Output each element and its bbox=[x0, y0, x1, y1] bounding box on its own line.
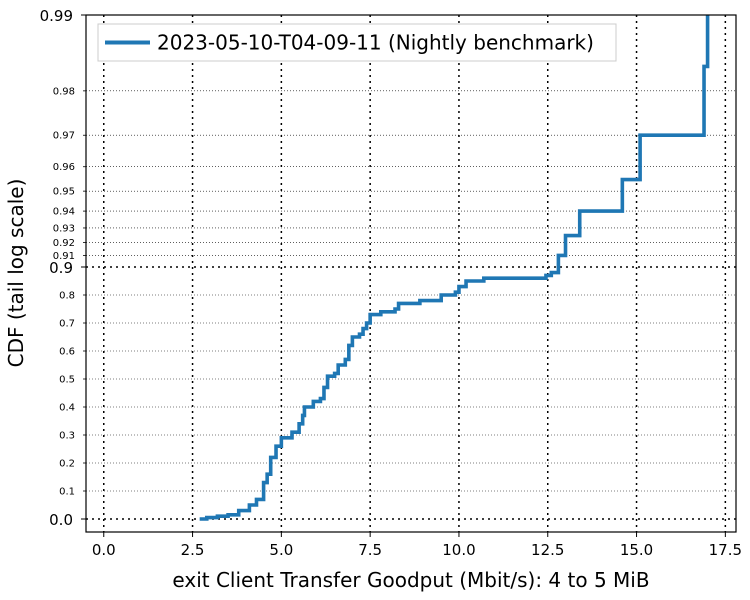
legend: 2023-05-10-T04-09-11 (Nightly benchmark) bbox=[97, 23, 617, 62]
y-minor-tick-label: 0.95 bbox=[53, 187, 75, 198]
x-axis-title: exit Client Transfer Goodput (Mbit/s): 4… bbox=[172, 568, 649, 592]
x-axis: 0.0 2.5 5.0 7.5 10.0 12.5 15.0 17.5 bbox=[92, 532, 742, 559]
y-minor-tick-label: 0.2 bbox=[59, 459, 75, 470]
grid bbox=[86, 15, 736, 532]
y-minor-tick-label: 0.8 bbox=[59, 291, 75, 302]
y-axis: 0.1 0.2 0.3 0.4 0.5 0.6 0.7 0.8 0.91 0.92 0.93 0.94… bbox=[40, 7, 86, 529]
x-tick-label: 5.0 bbox=[269, 541, 293, 559]
y-minor-tick-label: 0.94 bbox=[53, 207, 75, 218]
plot-background bbox=[86, 15, 736, 532]
plot-frame bbox=[85, 14, 737, 533]
series-line-0 bbox=[199, 15, 710, 521]
y-minor-tick-label: 0.6 bbox=[59, 347, 75, 358]
y-minor-tick-label: 0.92 bbox=[53, 238, 75, 249]
y-minor-tick-label: 0.1 bbox=[59, 487, 75, 498]
x-tick-label: 17.5 bbox=[709, 541, 742, 559]
y-minor-tick-label: 0.7 bbox=[59, 319, 75, 330]
y-major-tick-label: 0.0 bbox=[49, 511, 73, 529]
legend-label: 2023-05-10-T04-09-11 (Nightly benchmark) bbox=[157, 31, 594, 55]
x-tick-label: 0.0 bbox=[92, 541, 116, 559]
x-tick-label: 2.5 bbox=[181, 541, 205, 559]
y-minor-tick-label: 0.93 bbox=[53, 223, 75, 234]
x-tick-label: 15.0 bbox=[620, 541, 653, 559]
x-tick-label: 10.0 bbox=[442, 541, 475, 559]
x-tick-label: 7.5 bbox=[358, 541, 382, 559]
y-minor-tick-label: 0.97 bbox=[53, 131, 75, 142]
y-minor-tick-label: 0.98 bbox=[53, 86, 75, 97]
legend-box bbox=[97, 23, 617, 62]
y-minor-tick-label: 0.3 bbox=[59, 431, 75, 442]
y-minor-tick-label: 0.91 bbox=[53, 251, 75, 262]
y-major-tick-label: 0.99 bbox=[40, 7, 73, 25]
y-minor-tick-label: 0.96 bbox=[53, 162, 75, 173]
y-minor-tick-label: 0.4 bbox=[59, 403, 75, 414]
y-major-tick-label: 0.9 bbox=[49, 259, 73, 277]
y-minor-tick-label: 0.5 bbox=[59, 375, 75, 386]
series-layer bbox=[199, 15, 710, 521]
x-tick-label: 12.5 bbox=[531, 541, 564, 559]
y-axis-title: CDF (tail log scale) bbox=[4, 179, 28, 368]
